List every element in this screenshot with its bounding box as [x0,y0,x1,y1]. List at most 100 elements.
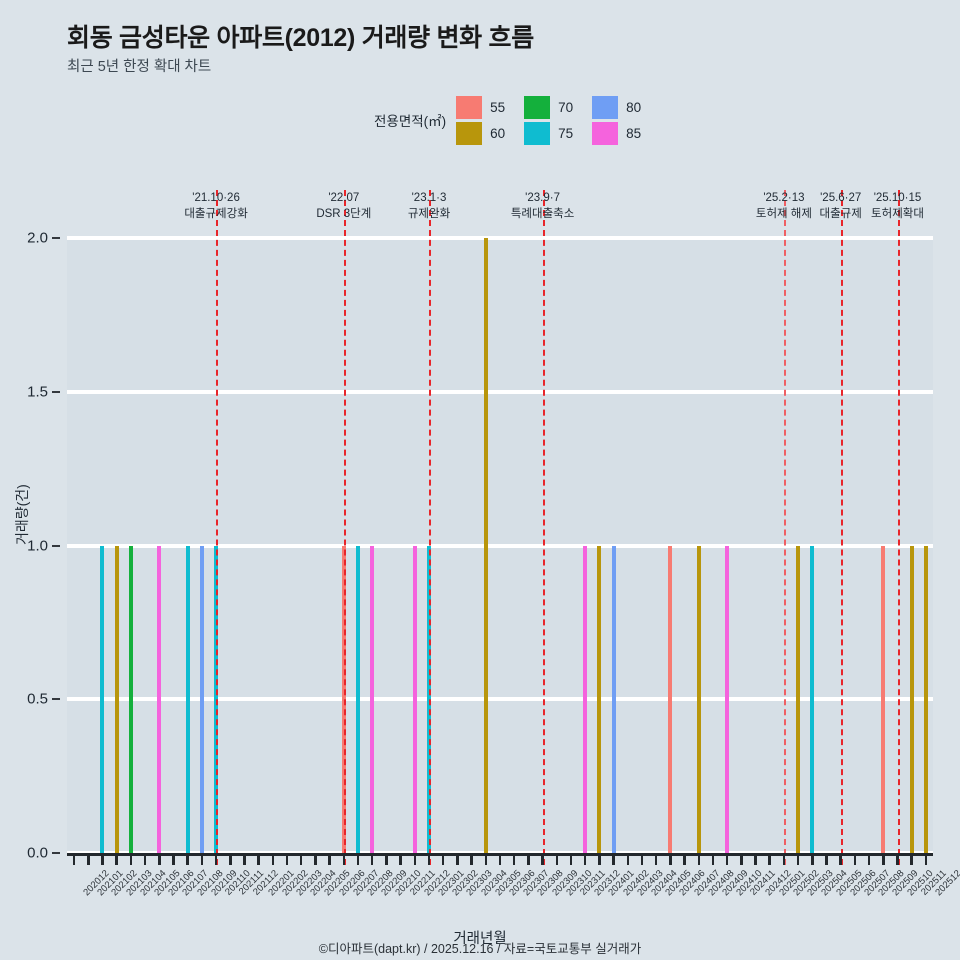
x-tick-mark-202104 [129,856,133,865]
x-tick-mark-202102 [101,856,104,865]
y-tick-mark-0.0 [52,852,60,854]
x-tick-mark-202109 [200,856,204,865]
annotation-202207: '22.07 DSR 3단계 [284,190,404,222]
page-title: 회동 금성타운 아파트(2012) 거래량 변화 흐름 [67,24,534,52]
legend-label-75: 75 [558,125,574,141]
y-tick-mark-0.5 [52,698,60,701]
bar-85-202209[interactable] [370,545,375,853]
legend-entry-80[interactable]: 80 [592,95,656,119]
bar-85-202106[interactable] [157,545,162,853]
legend-swatch-70 [524,95,551,119]
x-tick-mark-202508 [867,856,871,865]
event-line-202301 [429,190,432,865]
bar-60-202103[interactable] [114,545,119,853]
x-tick-mark-202307 [512,856,516,865]
annotation-text: 대출규제강화 [184,208,248,220]
annotation-date: '21.10·26 [192,192,240,204]
x-tick-mark-202511 [910,856,913,865]
bar-60-202511[interactable] [909,545,914,853]
x-tick-mark-202406 [669,856,672,865]
legend-entry-60[interactable]: 60 [456,121,520,145]
event-line-202309 [542,190,545,865]
event-line-202502 [783,190,786,865]
gridline-0.5 [67,697,933,702]
y-tick-mark-1.0 [52,544,60,547]
x-tick-mark-202212 [413,856,417,865]
x-tick-mark-202309 [541,856,544,865]
y-axis: 0.0 0.5 1.0 1.5 2.0 [0,230,60,862]
legend-label-85: 85 [626,125,642,141]
x-tick-mark-202108 [186,856,189,865]
annotation-text: 규제완화 [407,208,451,220]
legend-entry-55[interactable]: 55 [456,95,520,119]
x-tick-mark-202503 [796,856,800,865]
annotation-202110: '21.10·26 대출규제강화 [156,190,276,222]
annotation-date: '23.9·7 [525,192,560,204]
x-tick-mark-202512 [924,856,928,865]
annotation-date: '22.07 [328,192,360,204]
x-tick-mark-202201 [257,856,260,865]
bar-75-202108[interactable] [185,545,190,853]
bar-60-202305[interactable] [483,238,488,853]
bar-60-202408[interactable] [696,545,701,853]
y-tick-label-1.5: 1.5 [27,383,48,401]
bar-60-202512[interactable] [923,545,928,853]
x-tick-mark-202106 [158,856,161,865]
bar-85-202312[interactable] [583,545,588,853]
y-tick-mark-2.0 [52,237,60,239]
y-axis-title: 거래량(건) [14,484,30,545]
x-tick-mark-202507 [853,856,857,865]
x-tick-mark-202504 [811,856,814,865]
annotation-202309: '23.9·7 특례대출축소 [483,190,603,222]
x-tick-mark-202207 [342,856,346,865]
gridline-1.5 [67,389,933,394]
bar-70-202104[interactable] [128,545,133,853]
x-tick-mark-202404 [640,856,644,865]
bar-80-202109[interactable] [199,545,204,853]
y-tick-label-0.5: 0.5 [27,690,48,708]
bar-75-202504[interactable] [810,545,815,853]
x-tick-mark-202502 [782,856,786,865]
x-tick-mark-202211 [399,856,402,865]
bar-60-202503[interactable] [796,545,801,853]
bar-75-202208[interactable] [356,545,361,853]
x-tick-mark-202208 [356,856,360,865]
x-tick-mark-202311 [569,856,573,865]
footer-credit: ©디아파트(dapt.kr) / 2025.12.16 / 자료=국토교통부 실… [318,942,642,956]
y-tick-label-2.0: 2.0 [27,229,48,247]
legend-column-1: 55 60 [456,95,520,145]
bar-60-202401[interactable] [597,545,602,853]
bar-55-202406[interactable] [668,545,673,853]
bar-85-202410[interactable] [725,545,730,853]
x-tick-mark-202312 [583,856,587,865]
page-subtitle: 최근 5년 한정 확대 차트 [67,59,212,75]
x-tick-mark-202306 [498,856,502,865]
annotation-text: 대출규제 [819,208,862,220]
x-tick-mark-202203 [285,856,289,865]
x-tick-mark-202505 [825,856,828,865]
annotation-202510: '25.10·15 토허제확대 [838,190,958,222]
annotation-date: '23.1·3 [411,192,447,204]
legend-entry-70[interactable]: 70 [524,95,588,119]
bar-80-202402[interactable] [611,545,616,853]
legend-entry-75[interactable]: 75 [524,121,588,145]
bar-85-202212[interactable] [412,545,417,853]
legend-swatch-60 [456,121,483,145]
legend-column-3: 80 85 [592,95,656,145]
bar-55-202509[interactable] [881,545,886,853]
annotation-text: DSR 3단계 [316,208,372,220]
x-tick-mark-202407 [683,856,686,865]
x-tick-mark-202206 [328,856,331,865]
annotation-202301: '23.1·3 규제완화 [369,190,489,222]
x-tick-mark-202509 [882,856,885,865]
legend-swatch-55 [456,95,483,119]
legend-label-60: 60 [490,125,506,141]
x-axis-line [67,853,933,856]
legend-entry-85[interactable]: 85 [592,121,656,145]
x-tick-mark-202205 [314,856,317,865]
annotation-date: '25.10·15 [873,192,922,204]
x-tick-mark-202402 [612,856,615,865]
bar-75-202102[interactable] [100,545,105,853]
x-tick-mark-202101 [87,856,90,865]
